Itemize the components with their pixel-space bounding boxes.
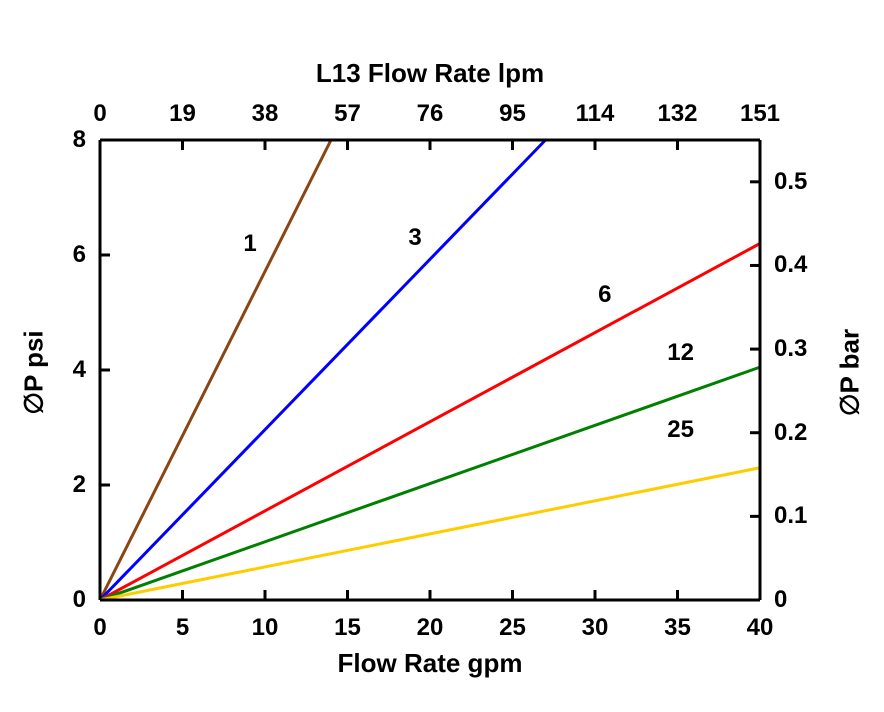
y-right-tick-label: 0.5 (774, 168, 807, 196)
x-bottom-tick-label: 20 (400, 614, 460, 642)
series-line-3 (100, 140, 546, 600)
x-bottom-tick-label: 15 (318, 614, 378, 642)
x-top-tick-label: 76 (395, 100, 465, 128)
x-top-tick-label: 19 (148, 100, 218, 128)
x-bottom-tick-label: 0 (70, 614, 130, 642)
y-right-tick-label: 0.2 (774, 419, 807, 447)
y-left-tick-label: 2 (73, 471, 86, 499)
x-top-tick-label: 114 (560, 100, 630, 128)
series-label-3: 3 (408, 224, 421, 252)
y-left-tick-label: 4 (73, 356, 86, 384)
series-line-6 (100, 244, 760, 601)
x-top-tick-label: 0 (65, 100, 135, 128)
x-top-tick-label: 132 (643, 100, 713, 128)
y-right-tick-label: 0.1 (774, 502, 807, 530)
y-right-tick-label: 0 (774, 586, 787, 614)
series-label-12: 12 (667, 339, 694, 367)
series-label-6: 6 (598, 281, 611, 309)
y-left-tick-label: 8 (73, 126, 86, 154)
x-bottom-tick-label: 25 (483, 614, 543, 642)
x-bottom-tick-label: 5 (153, 614, 213, 642)
series-line-25 (100, 468, 760, 600)
y-left-tick-label: 0 (73, 586, 86, 614)
y-right-tick-label: 0.3 (774, 335, 807, 363)
x-top-tick-label: 95 (478, 100, 548, 128)
x-top-tick-label: 151 (725, 100, 795, 128)
x-bottom-tick-label: 40 (730, 614, 790, 642)
y-right-tick-label: 0.4 (774, 251, 807, 279)
series-label-1: 1 (243, 230, 256, 258)
x-bottom-tick-label: 35 (648, 614, 708, 642)
x-top-tick-label: 38 (230, 100, 300, 128)
y-left-tick-label: 6 (73, 241, 86, 269)
x-bottom-tick-label: 10 (235, 614, 295, 642)
x-top-tick-label: 57 (313, 100, 383, 128)
x-bottom-tick-label: 30 (565, 614, 625, 642)
series-label-25: 25 (667, 416, 694, 444)
